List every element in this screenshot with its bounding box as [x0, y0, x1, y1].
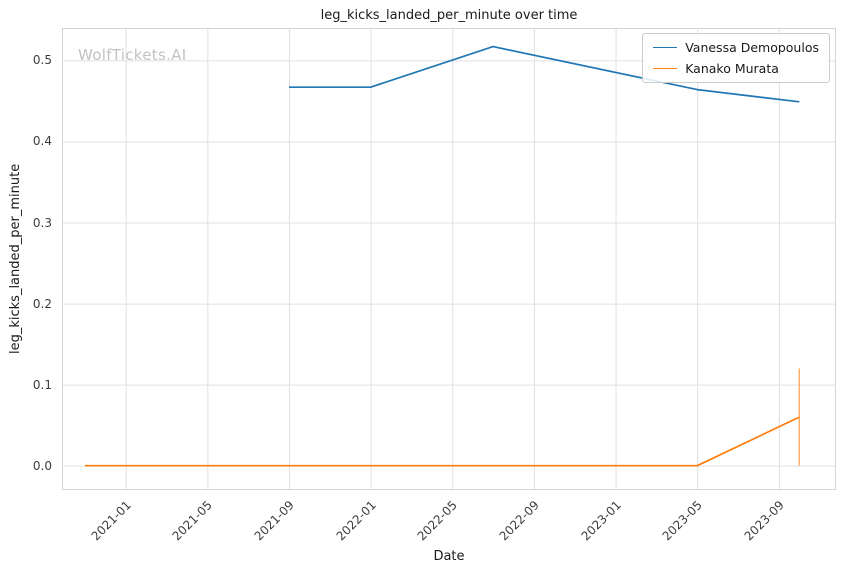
- legend-label: Vanessa Demopoulos: [685, 40, 819, 55]
- series-line: [289, 45, 800, 103]
- legend-item-vanessa-demopoulos: Vanessa Demopoulos: [653, 40, 819, 55]
- series-line: [84, 416, 800, 467]
- legend: Vanessa Demopoulos Kanako Murata: [642, 33, 830, 83]
- plot-canvas: [62, 28, 836, 490]
- legend-line-swatch-orange: [653, 68, 678, 69]
- y-tick-label: 0.5: [32, 53, 52, 68]
- watermark: WolfTickets.AI: [78, 46, 187, 64]
- y-axis-ticks: 0.0 0.1 0.2 0.3 0.4 0.5: [0, 28, 52, 490]
- legend-label: Kanako Murata: [685, 61, 779, 76]
- plot-area: Vanessa Demopoulos Kanako Murata: [62, 28, 836, 490]
- y-tick-label: 0.1: [32, 377, 52, 392]
- legend-item-kanako-murata: Kanako Murata: [653, 61, 819, 76]
- y-tick-label: 0.4: [32, 134, 52, 149]
- y-tick-label: 0.0: [32, 458, 52, 473]
- y-tick-label: 0.2: [32, 296, 52, 311]
- chart-title: leg_kicks_landed_per_minute over time: [320, 8, 578, 23]
- y-axis-label: leg_kicks_landed_per_minute: [8, 163, 23, 355]
- y-tick-label: 0.3: [32, 215, 52, 230]
- x-axis-label: Date: [433, 549, 465, 564]
- legend-line-swatch-blue: [653, 47, 678, 48]
